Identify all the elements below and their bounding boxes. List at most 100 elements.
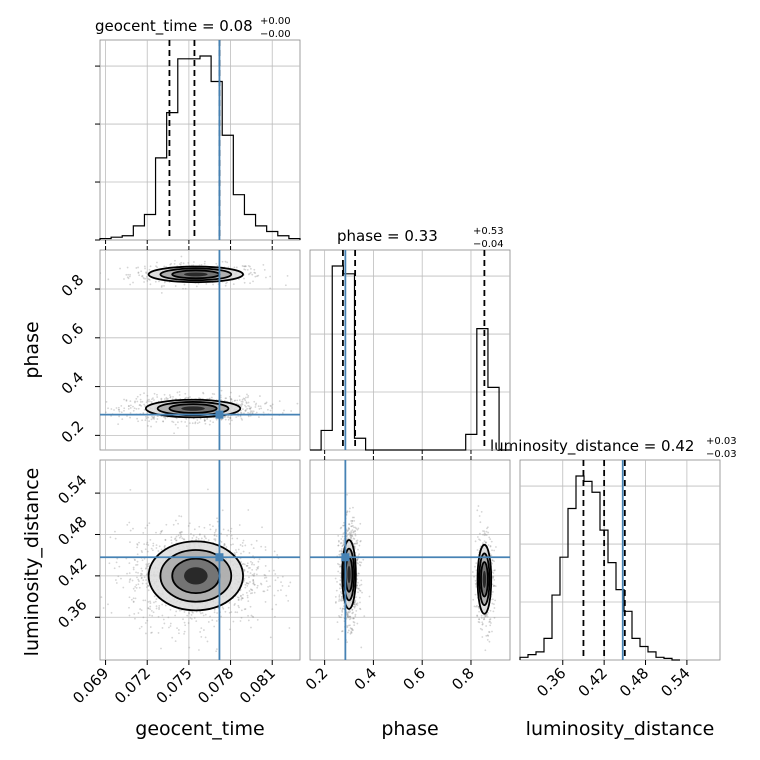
sample-point xyxy=(129,283,132,286)
sample-point xyxy=(230,397,233,400)
sample-point xyxy=(98,554,100,556)
sample-point xyxy=(123,407,126,410)
sample-point xyxy=(476,604,478,607)
sample-point xyxy=(238,606,240,609)
sample-point xyxy=(195,285,198,288)
sample-point xyxy=(253,400,256,403)
sample-point xyxy=(246,268,249,271)
sample-point xyxy=(274,573,277,575)
sample-point xyxy=(276,554,279,556)
sample-point xyxy=(334,577,337,580)
sample-point xyxy=(247,415,250,418)
sample-point xyxy=(481,542,484,545)
sample-point xyxy=(474,582,477,585)
sample-point xyxy=(334,595,337,598)
sample-point xyxy=(488,640,491,643)
sample-point xyxy=(352,621,355,623)
sample-point xyxy=(358,589,361,592)
sample-point xyxy=(244,265,247,268)
sample-point xyxy=(287,599,290,602)
sample-point xyxy=(153,392,156,395)
sample-point xyxy=(247,264,250,267)
sample-point xyxy=(264,402,266,405)
sample-point xyxy=(478,538,480,541)
sample-point xyxy=(234,611,237,614)
sample-point xyxy=(338,565,341,568)
sample-point xyxy=(184,421,187,423)
sample-point xyxy=(148,562,150,565)
sample-point xyxy=(178,531,181,534)
contour-line xyxy=(147,540,244,612)
sample-point xyxy=(147,544,150,546)
sample-point xyxy=(269,287,272,290)
sample-point xyxy=(154,600,157,603)
sample-point xyxy=(270,405,273,408)
sample-point xyxy=(222,607,225,610)
sample-point xyxy=(486,634,489,637)
sample-point xyxy=(203,526,206,529)
sample-point xyxy=(243,398,246,400)
sample-point xyxy=(338,598,341,601)
sample-point xyxy=(123,398,125,401)
sample-point xyxy=(281,584,284,587)
sample-point xyxy=(264,565,267,567)
sample-point xyxy=(147,584,149,587)
sample-point xyxy=(202,391,204,394)
density-fill xyxy=(184,567,208,585)
sample-point xyxy=(216,520,219,523)
sample-point xyxy=(147,400,150,403)
sample-point xyxy=(237,548,240,551)
sample-point xyxy=(251,410,253,413)
sample-point xyxy=(246,562,249,565)
sample-point xyxy=(163,545,166,548)
sample-point xyxy=(244,583,247,586)
sample-point xyxy=(214,538,217,540)
sample-point xyxy=(486,613,489,616)
sample-point xyxy=(248,407,251,410)
sample-point xyxy=(472,598,475,601)
sample-point xyxy=(184,397,187,400)
sample-point xyxy=(229,398,232,401)
sample-point xyxy=(184,624,187,627)
sample-point xyxy=(134,617,136,620)
sample-point xyxy=(136,395,139,398)
sample-point xyxy=(247,509,250,511)
sample-point xyxy=(238,395,241,397)
sample-point xyxy=(477,620,480,623)
sample-point xyxy=(285,594,288,597)
sample-point xyxy=(356,584,359,587)
sample-point xyxy=(354,615,357,618)
xtick-label: 0.48 xyxy=(616,664,652,700)
sample-point xyxy=(247,567,250,569)
ylabel-phase: phase xyxy=(21,321,43,378)
sample-point xyxy=(346,626,349,629)
sample-point xyxy=(145,276,148,278)
sample-point xyxy=(142,531,145,534)
sample-point xyxy=(172,421,175,424)
contour-line xyxy=(476,543,493,615)
xtick-label: 0.42 xyxy=(575,664,611,700)
sample-point xyxy=(265,576,268,579)
sample-point xyxy=(352,506,354,509)
sample-point xyxy=(252,582,255,585)
histogram-geocent_time xyxy=(99,55,301,240)
sample-point xyxy=(154,280,157,283)
sample-point xyxy=(189,617,192,619)
sample-point xyxy=(187,397,190,399)
xtick-label: 0.36 xyxy=(533,664,569,700)
ytick-label: 0.2 xyxy=(58,417,88,447)
sample-point xyxy=(145,417,148,420)
sample-point xyxy=(191,537,194,539)
sample-point xyxy=(188,422,191,425)
sample-point xyxy=(348,528,351,530)
sample-point xyxy=(247,619,250,622)
sample-point xyxy=(204,636,207,639)
sample-point xyxy=(80,267,82,269)
sample-point xyxy=(339,583,342,586)
sample-point xyxy=(162,420,164,423)
sample-point xyxy=(228,611,231,614)
sample-point xyxy=(351,608,354,611)
sample-point xyxy=(355,540,358,542)
sample-point xyxy=(152,544,155,547)
sample-point xyxy=(349,610,351,613)
